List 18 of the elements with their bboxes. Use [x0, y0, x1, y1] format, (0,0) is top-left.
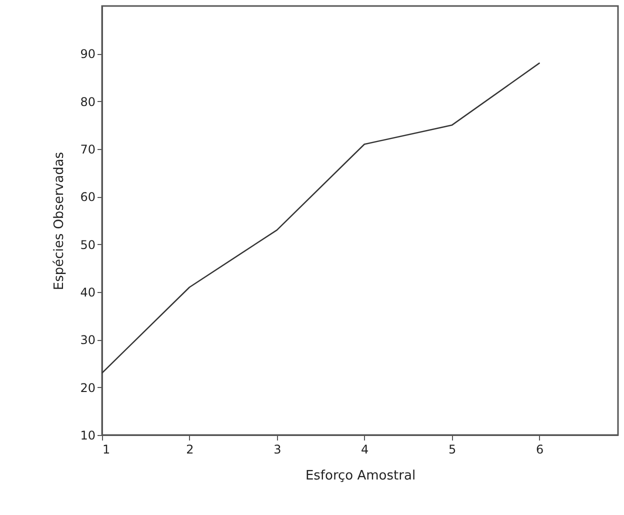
y-tick-label: 10 [80, 428, 96, 442]
y-tick-label: 40 [80, 286, 96, 300]
y-axis-title: Espécies Observadas [52, 152, 68, 290]
x-tick-label: 1 [102, 442, 110, 456]
x-tick-label: 5 [448, 442, 456, 456]
y-tick-label: 30 [80, 333, 96, 348]
y-tick-label: 90 [80, 47, 96, 62]
y-tick-label: 50 [80, 238, 96, 252]
y-tick-label: 70 [80, 142, 96, 156]
x-axis-title: Esforço Amostral [305, 468, 416, 484]
line-series [102, 62, 540, 374]
y-tick-label: 20 [80, 380, 96, 395]
x-tick-label: 4 [361, 442, 369, 456]
y-tick-label: 60 [80, 190, 96, 204]
x-tick-label: 3 [274, 442, 282, 456]
y-tick-label: 80 [80, 94, 96, 109]
x-tick-label: 6 [536, 442, 544, 456]
x-tick-label: 2 [186, 442, 194, 456]
